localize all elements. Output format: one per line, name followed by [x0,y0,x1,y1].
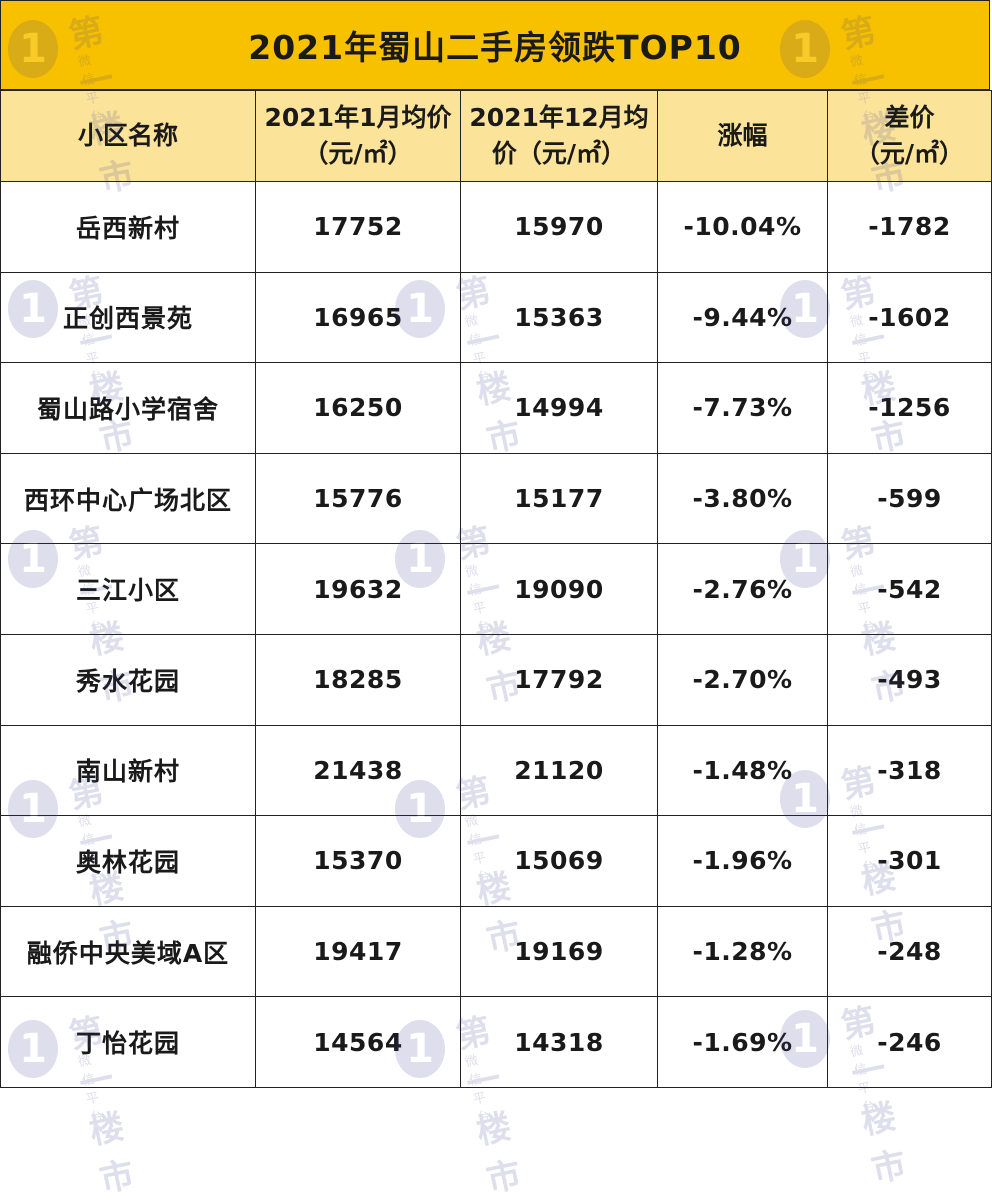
table-row: 正创西景苑 16965 15363 -9.44% -1602 [0,271,992,364]
community-name: 丁怡花园 [0,996,256,1088]
header-change: 涨幅 [657,90,828,182]
table-row: 三江小区 19632 19090 -2.76% -542 [0,543,992,635]
header-diff-line1: 差价 [884,103,935,132]
table-row: 岳西新村 17752 15970 -10.04% -1782 [0,181,992,273]
header-row: 小区名称 2021年1月均价 （元/㎡） 2021年12月均 价（元/㎡） 涨幅… [0,90,992,182]
header-name-label: 小区名称 [77,121,178,150]
community-name: 奥林花园 [0,815,256,907]
price-diff: -248 [827,905,992,998]
jan-price: 15776 [255,452,461,545]
change-rate: -1.69% [657,996,828,1088]
jan-price: 19632 [255,543,461,635]
community-name: 正创西景苑 [0,271,256,364]
jan-price: 14564 [255,996,461,1088]
header-dec-price: 2021年12月均 价（元/㎡） [460,90,658,182]
community-name: 秀水花园 [0,633,256,726]
price-diff: -318 [827,724,992,817]
ranking-table: 小区名称 2021年1月均价 （元/㎡） 2021年12月均 价（元/㎡） 涨幅… [0,90,992,1088]
price-diff: -301 [827,815,992,907]
change-rate: -1.28% [657,905,828,998]
dec-price: 15069 [460,815,658,907]
community-name: 南山新村 [0,724,256,817]
change-rate: -2.70% [657,633,828,726]
price-diff: -493 [827,633,992,726]
dec-price: 19090 [460,543,658,635]
dec-price: 15177 [460,452,658,545]
dec-price: 14994 [460,362,658,454]
change-rate: -1.96% [657,815,828,907]
header-dec-line2: 价（元/㎡） [491,139,627,168]
table-row: 西环中心广场北区 15776 15177 -3.80% -599 [0,452,992,545]
price-diff: -542 [827,543,992,635]
jan-price: 19417 [255,905,461,998]
community-name: 岳西新村 [0,181,256,273]
table-row: 南山新村 21438 21120 -1.48% -318 [0,724,992,817]
community-name: 融侨中央美域A区 [0,905,256,998]
dec-price: 17792 [460,633,658,726]
jan-price: 21438 [255,724,461,817]
jan-price: 18285 [255,633,461,726]
price-diff: -599 [827,452,992,545]
jan-price: 17752 [255,181,461,273]
table-row: 奥林花园 15370 15069 -1.96% -301 [0,815,992,907]
price-diff: -1782 [827,181,992,273]
price-diff: -1602 [827,271,992,364]
header-jan-line2: （元/㎡） [303,139,413,168]
header-dec-line1: 2021年12月均 [469,103,649,132]
dec-price: 21120 [460,724,658,817]
change-rate: -1.48% [657,724,828,817]
community-name: 三江小区 [0,543,256,635]
jan-price: 16250 [255,362,461,454]
change-rate: -2.76% [657,543,828,635]
change-rate: -3.80% [657,452,828,545]
price-diff: -246 [827,996,992,1088]
header-name: 小区名称 [0,90,256,182]
table-row: 蜀山路小学宿舍 16250 14994 -7.73% -1256 [0,362,992,454]
table-row: 融侨中央美域A区 19417 19169 -1.28% -248 [0,905,992,998]
change-rate: -7.73% [657,362,828,454]
change-rate: -9.44% [657,271,828,364]
change-rate: -10.04% [657,181,828,273]
dec-price: 15970 [460,181,658,273]
header-jan-line1: 2021年1月均价 [264,103,452,132]
community-name: 西环中心广场北区 [0,452,256,545]
table-row: 秀水花园 18285 17792 -2.70% -493 [0,633,992,726]
jan-price: 16965 [255,271,461,364]
header-diff: 差价 （元/㎡） [827,90,992,182]
dec-price: 19169 [460,905,658,998]
table-title: 2021年蜀山二手房领跌TOP10 [248,28,742,67]
dec-price: 15363 [460,271,658,364]
community-name: 蜀山路小学宿舍 [0,362,256,454]
title-bar: 2021年蜀山二手房领跌TOP10 [0,0,990,90]
jan-price: 15370 [255,815,461,907]
table-row: 丁怡花园 14564 14318 -1.69% -246 [0,996,992,1088]
header-jan-price: 2021年1月均价 （元/㎡） [255,90,461,182]
header-diff-line2: （元/㎡） [854,139,965,168]
dec-price: 14318 [460,996,658,1088]
header-change-label: 涨幅 [717,121,768,150]
price-diff: -1256 [827,362,992,454]
